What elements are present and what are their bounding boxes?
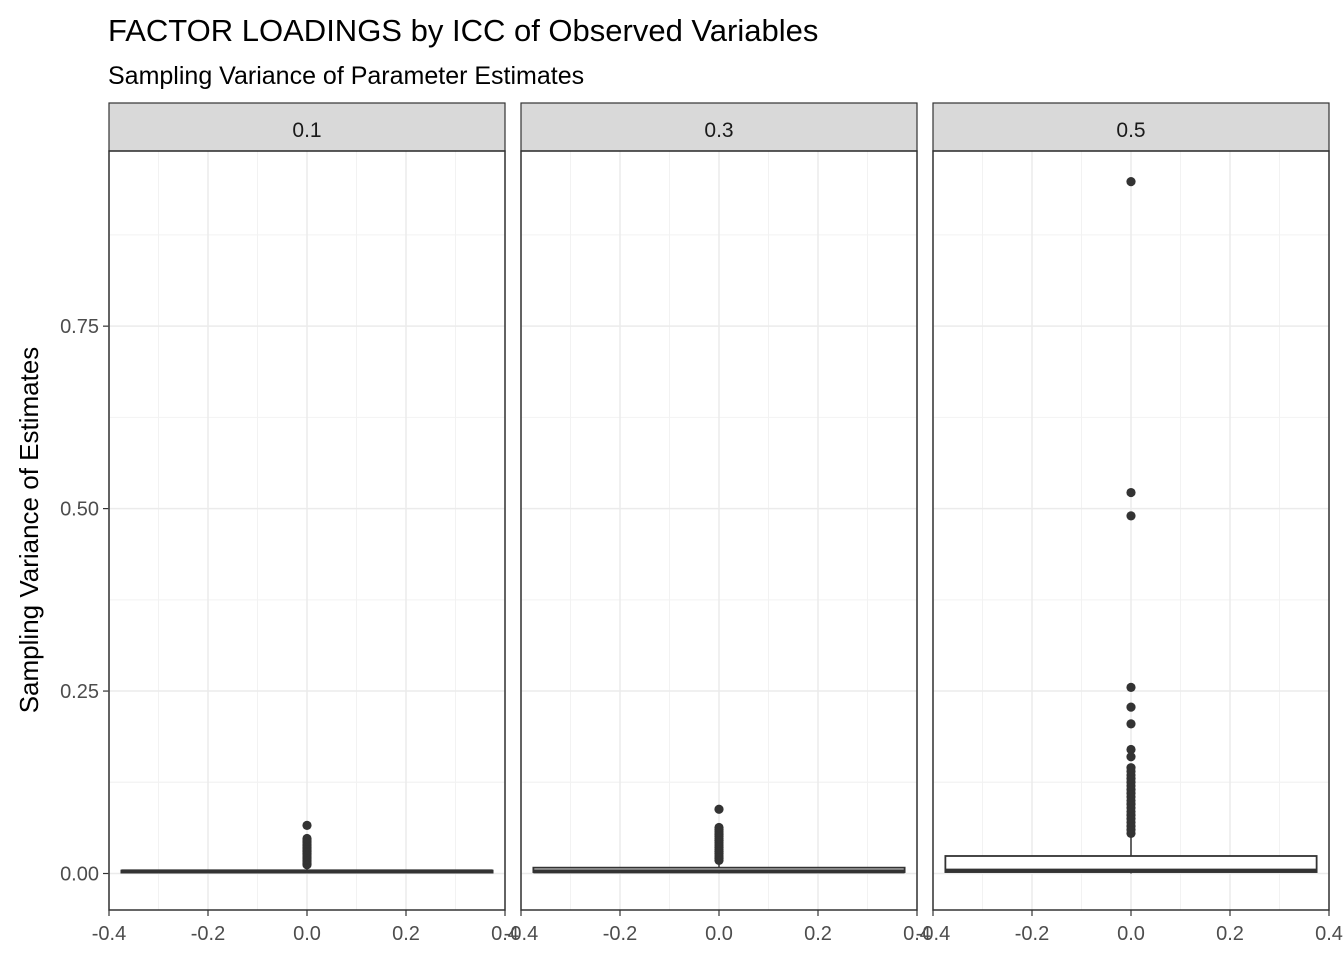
chart-title: FACTOR LOADINGS by ICC of Observed Varia… bbox=[108, 13, 818, 48]
outlier-point bbox=[302, 820, 312, 830]
x-tick-label: -0.2 bbox=[191, 923, 225, 945]
facet-strip-label: 0.1 bbox=[292, 119, 321, 142]
outlier-point bbox=[1126, 177, 1136, 187]
outlier-point bbox=[302, 833, 312, 844]
y-tick-label: 0.50 bbox=[60, 499, 99, 521]
facet-strip-label: 0.3 bbox=[704, 119, 733, 142]
x-tick-label: 0.2 bbox=[392, 923, 420, 945]
x-tick-label: 0.4 bbox=[903, 923, 931, 945]
outlier-point bbox=[1126, 702, 1136, 712]
x-tick-label: -0.4 bbox=[504, 923, 538, 945]
facets: 0.1 -0.4 -0.2 0.0 0.2 0.4 0.3 -0.4 -0.2 0.0 0.2 0.4… bbox=[92, 102, 1343, 945]
outlier-point bbox=[714, 804, 724, 814]
outlier-point bbox=[1126, 744, 1136, 755]
facet-strip bbox=[520, 102, 918, 152]
x-tick-label: 0.4 bbox=[491, 923, 519, 945]
x-tick-label: 0.0 bbox=[293, 923, 321, 945]
facet-strip bbox=[108, 102, 506, 152]
x-tick-label: 0.0 bbox=[1117, 923, 1145, 945]
x-tick-label: 0.2 bbox=[804, 923, 832, 945]
outlier-point bbox=[714, 822, 724, 833]
outlier-point bbox=[1126, 487, 1136, 498]
chart-subtitle: Sampling Variance of Parameter Estimates bbox=[108, 62, 584, 90]
outlier-point bbox=[1126, 682, 1136, 693]
facet-strip bbox=[932, 102, 1330, 152]
x-tick-label: -0.2 bbox=[603, 923, 637, 945]
outlier-point bbox=[1126, 752, 1136, 762]
outlier-point bbox=[1126, 763, 1136, 773]
y-axis: 0.00 0.25 0.50 0.75 bbox=[60, 316, 109, 886]
facet-strip-label: 0.5 bbox=[1116, 119, 1145, 142]
facet-panel: 0.5 -0.4 -0.2 0.0 0.2 0.4 bbox=[916, 102, 1343, 945]
y-tick-label: 0.00 bbox=[60, 864, 99, 886]
x-tick-label: 0.4 bbox=[1315, 923, 1343, 945]
x-tick-label: -0.4 bbox=[916, 923, 950, 945]
outlier-point bbox=[1126, 511, 1136, 521]
facet-panel: 0.1 -0.4 -0.2 0.0 0.2 0.4 bbox=[92, 102, 519, 945]
y-axis-label: Sampling Variance of Estimates bbox=[14, 347, 44, 714]
facet-panel: 0.3 -0.4 -0.2 0.0 0.2 0.4 bbox=[504, 102, 931, 945]
x-tick-label: -0.2 bbox=[1015, 923, 1049, 945]
x-tick-label: -0.4 bbox=[92, 923, 126, 945]
x-tick-label: 0.0 bbox=[705, 923, 733, 945]
y-tick-label: 0.75 bbox=[60, 316, 99, 338]
x-tick-label: 0.2 bbox=[1216, 923, 1244, 945]
y-tick-label: 0.25 bbox=[60, 681, 99, 703]
outlier-point bbox=[1126, 719, 1136, 729]
